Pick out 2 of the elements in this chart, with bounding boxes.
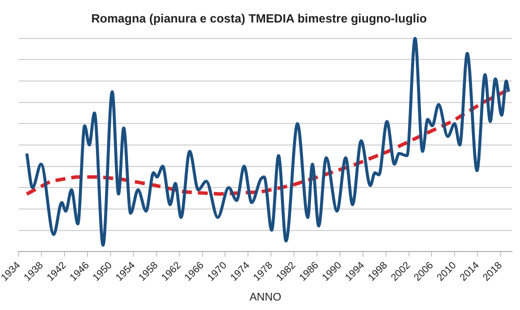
chart-title: Romagna (pianura e costa) TMEDIA bimestre giugno-luglio [91,12,427,26]
x-axis-title: ANNO [249,291,282,304]
